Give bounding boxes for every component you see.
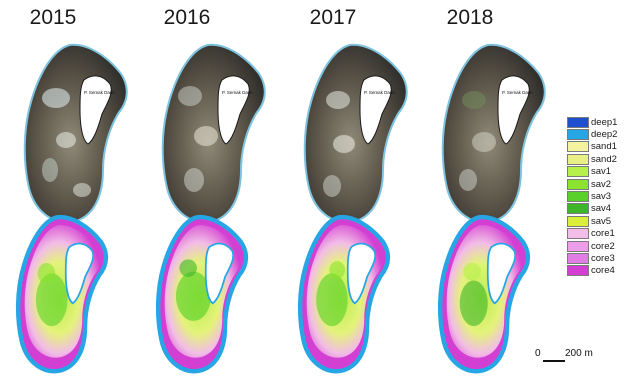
legend-swatch	[567, 240, 589, 252]
legend-swatch	[567, 153, 589, 165]
satellite-panel-2015: P. Semak Daun	[23, 43, 128, 224]
scale-zero-label: 0	[535, 348, 541, 359]
legend-item: core1	[567, 228, 626, 240]
legend-swatch	[567, 116, 589, 128]
legend-item: core3	[567, 252, 626, 264]
legend-swatch	[567, 166, 589, 178]
legend-label: sav3	[591, 191, 612, 203]
year-label-2015: 2015	[29, 6, 77, 29]
legend-label: core2	[591, 240, 615, 252]
legend-label: sand2	[591, 153, 617, 165]
legend-label: deep1	[591, 116, 618, 128]
legend: deep1 deep2 sand1 sand2 sav1 sav2 sav3 sav4 sav5…	[567, 116, 626, 277]
legend-label: sav2	[591, 178, 612, 190]
legend-label: sand1	[591, 141, 617, 153]
legend-item: core2	[567, 240, 626, 252]
legend-swatch	[567, 252, 589, 264]
scale-bar: 0 200 m	[535, 348, 605, 368]
legend-item: sand1	[567, 141, 626, 153]
legend-item: deep2	[567, 128, 626, 141]
legend-item: core4	[567, 265, 626, 277]
legend-label: sav5	[591, 215, 612, 227]
legend-swatch	[567, 215, 589, 227]
legend-item: sav4	[567, 203, 626, 215]
year-label-2016: 2016	[163, 6, 211, 29]
scale-line	[543, 360, 565, 362]
legend-swatch	[567, 265, 589, 277]
legend-item: sav5	[567, 215, 626, 227]
legend-item: sand2	[567, 153, 626, 165]
legend-label: sav4	[591, 203, 612, 215]
legend-item: sav1	[567, 166, 626, 178]
scale-distance-label: 200 m	[565, 348, 593, 359]
classified-panel-2015	[8, 212, 120, 377]
place-label: P. Semak Daun	[84, 90, 115, 95]
legend-swatch	[567, 203, 589, 215]
satellite-panel-2017: P. Semak Daun	[303, 43, 408, 224]
legend-item: deep1	[567, 116, 626, 128]
legend-label: core1	[591, 228, 615, 240]
legend-label: deep2	[591, 129, 618, 141]
satellite-panel-2016: P. Semak Daun	[161, 43, 266, 224]
satellite-panel-2018: P. Semak Daun	[441, 43, 546, 224]
place-label: P. Semak Daun	[502, 90, 533, 95]
classified-panel-2017	[290, 212, 402, 377]
year-label-2018: 2018	[446, 6, 494, 29]
place-label: P. Semak Daun	[364, 90, 395, 95]
legend-swatch	[567, 228, 589, 240]
classified-panel-2018	[430, 212, 542, 377]
legend-label: sav1	[591, 166, 612, 178]
place-label: P. Semak Daun	[222, 90, 253, 95]
legend-label: core4	[591, 265, 615, 277]
legend-swatch	[567, 178, 589, 190]
legend-item: sav3	[567, 190, 626, 203]
legend-swatch	[567, 191, 589, 203]
classified-panel-2016	[148, 212, 260, 377]
legend-item: sav2	[567, 178, 626, 190]
legend-swatch	[567, 129, 589, 141]
legend-label: core3	[591, 252, 615, 264]
year-label-2017: 2017	[309, 6, 357, 29]
legend-swatch	[567, 141, 589, 153]
